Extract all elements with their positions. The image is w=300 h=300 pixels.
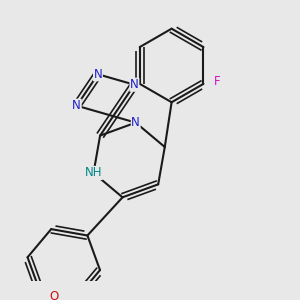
Text: N: N bbox=[130, 78, 139, 91]
Text: O: O bbox=[50, 290, 59, 300]
Text: N: N bbox=[72, 99, 81, 112]
Text: N: N bbox=[94, 68, 102, 81]
Text: NH: NH bbox=[85, 167, 102, 179]
Text: N: N bbox=[131, 116, 140, 129]
Text: F: F bbox=[213, 76, 220, 88]
